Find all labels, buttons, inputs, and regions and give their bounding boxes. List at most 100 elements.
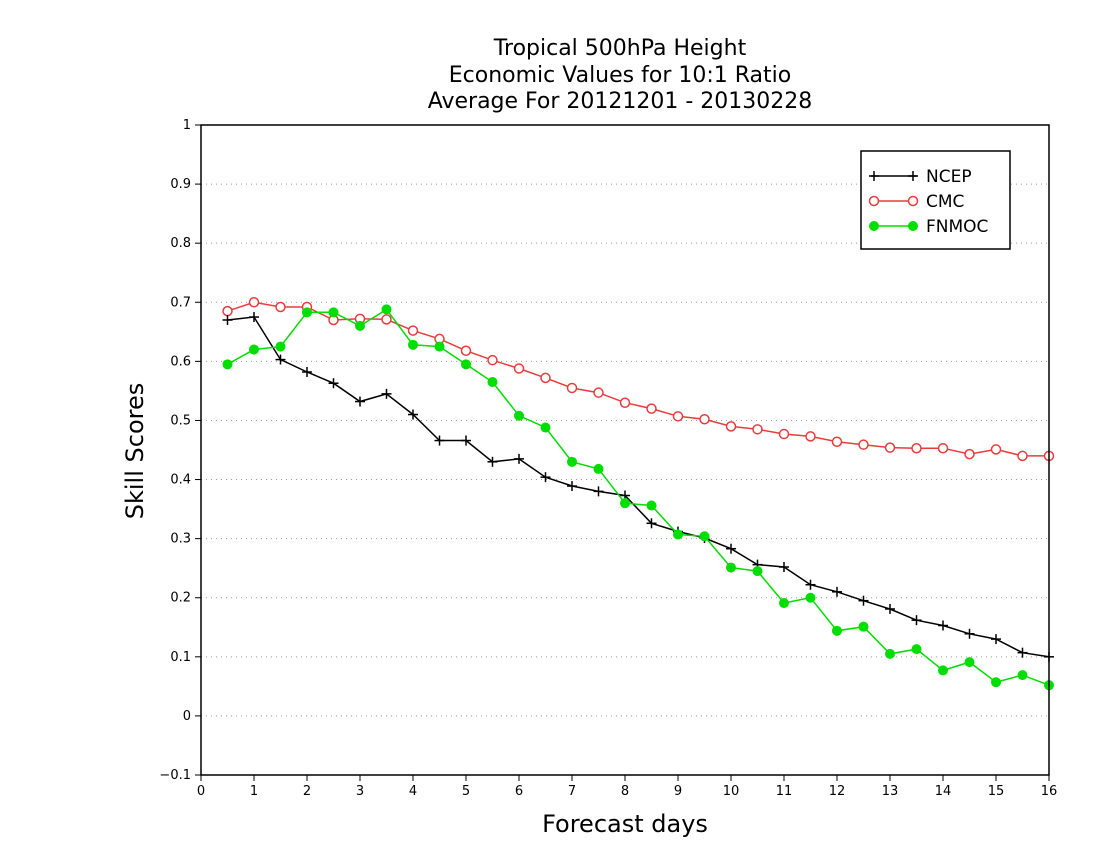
x-tick-label: 16 — [1041, 784, 1058, 799]
data-point-fnmoc — [567, 456, 577, 467]
data-point-fnmoc — [805, 592, 816, 603]
data-point-ncep — [461, 435, 471, 446]
x-tick-label: 1 — [250, 784, 258, 799]
y-tick-label: 0.9 — [170, 177, 191, 192]
series-line-fnmoc — [227, 308, 1050, 686]
data-point-cmc — [646, 403, 657, 414]
data-point-cmc — [407, 325, 419, 336]
data-point-fnmoc — [328, 307, 339, 318]
data-point-cmc — [937, 442, 949, 454]
data-point-cmc — [540, 372, 551, 384]
data-point-fnmoc — [302, 307, 312, 318]
data-point-fnmoc — [911, 644, 922, 655]
y-tick-label: 0.5 — [170, 413, 191, 428]
data-point-fnmoc — [858, 621, 869, 632]
grid-lines — [201, 183, 1049, 717]
data-point-cmc — [725, 421, 737, 432]
data-point-cmc — [619, 397, 631, 408]
series-line-ncep — [227, 316, 1050, 658]
data-point-fnmoc — [673, 529, 683, 540]
x-tick-label: 11 — [776, 784, 793, 799]
x-tick-label: 14 — [935, 784, 952, 799]
data-point-fnmoc — [434, 341, 445, 352]
data-point-ncep — [726, 543, 736, 554]
data-point-ncep — [593, 486, 604, 497]
data-point-fnmoc — [646, 500, 657, 511]
data-point-cmc — [699, 414, 710, 425]
y-tick-label: 0.2 — [170, 591, 191, 606]
data-point-ncep — [1017, 647, 1028, 658]
data-point-fnmoc — [249, 344, 259, 355]
y-tick-label: 0.8 — [170, 236, 191, 251]
data-point-cmc — [275, 301, 286, 313]
data-point-fnmoc — [991, 677, 1001, 688]
chart-title-line-1: Tropical 500hPa Height — [493, 36, 747, 61]
x-tick-label: 7 — [568, 784, 576, 799]
data-point-cmc — [858, 439, 869, 450]
data-point-ncep — [858, 595, 869, 606]
data-point-cmc — [381, 314, 392, 325]
data-point-ncep — [779, 562, 789, 572]
data-point-ncep — [567, 481, 577, 492]
axis-ticks: −0.100.10.20.30.40.50.60.70.80.910 1 2 3 4 5 6… — [159, 118, 1057, 799]
data-point-fnmoc — [381, 304, 392, 315]
data-point-ncep — [805, 579, 816, 590]
legend-label-cmc: CMC — [926, 192, 964, 212]
data-point-ncep — [302, 367, 312, 377]
data-point-ncep — [381, 388, 392, 399]
data-point-cmc — [487, 354, 498, 366]
data-point-fnmoc — [779, 598, 789, 609]
x-tick-label: 10 — [723, 784, 740, 799]
data-point-ncep — [646, 518, 657, 529]
data-point-cmc — [248, 297, 260, 308]
legend-marker-cmc — [868, 195, 880, 207]
y-tick-label: 0.6 — [170, 354, 191, 369]
data-point-fnmoc — [222, 359, 233, 370]
data-point-cmc — [964, 448, 975, 460]
chart-title-line-3: Average For 20121201 - 20130228 — [427, 89, 813, 114]
data-point-cmc — [911, 442, 922, 454]
data-point-fnmoc — [540, 422, 551, 433]
data-point-fnmoc — [726, 562, 736, 573]
data-point-cmc — [222, 305, 233, 317]
x-tick-label: 3 — [356, 784, 364, 799]
data-point-ncep — [434, 435, 445, 446]
legend-label-fnmoc: FNMOC — [926, 217, 988, 237]
x-tick-label: 15 — [988, 784, 1005, 799]
x-tick-label: 8 — [621, 784, 629, 799]
x-tick-label: 12 — [829, 784, 846, 799]
data-point-fnmoc — [461, 359, 471, 370]
data-point-fnmoc — [355, 320, 365, 331]
x-tick-label: 4 — [409, 784, 417, 799]
data-point-cmc — [593, 387, 604, 398]
data-point-ncep — [885, 603, 895, 614]
data-point-fnmoc — [275, 341, 286, 352]
data-point-ncep — [832, 586, 842, 597]
data-point-cmc — [831, 436, 843, 447]
data-point-fnmoc — [938, 665, 948, 676]
x-tick-label: 13 — [882, 784, 899, 799]
data-point-ncep — [275, 354, 286, 365]
y-tick-label: 0.1 — [170, 650, 191, 665]
legend-marker-ncep — [908, 171, 918, 181]
legend-box — [860, 150, 1011, 250]
legend-marker-cmc — [907, 195, 919, 207]
x-tick-label: 0 — [197, 784, 205, 799]
chart-title-line-2: Economic Values for 10:1 Ratio — [448, 63, 792, 88]
data-point-ncep — [355, 396, 365, 407]
data-point-ncep — [911, 615, 922, 626]
legend-label-ncep: NCEP — [926, 167, 972, 187]
data-point-ncep — [408, 409, 418, 420]
data-point-fnmoc — [964, 657, 975, 668]
x-tick-label: 9 — [674, 784, 682, 799]
legend-marker-fnmoc — [908, 221, 918, 231]
data-point-cmc — [805, 431, 816, 442]
data-point-fnmoc — [408, 339, 418, 350]
legend: NCEP CMC FNMOC — [860, 150, 1011, 250]
data-point-fnmoc — [1017, 670, 1028, 681]
data-point-fnmoc — [885, 648, 895, 659]
data-point-fnmoc — [699, 531, 710, 542]
x-tick-label: 2 — [303, 784, 311, 799]
data-point-fnmoc — [832, 625, 842, 636]
